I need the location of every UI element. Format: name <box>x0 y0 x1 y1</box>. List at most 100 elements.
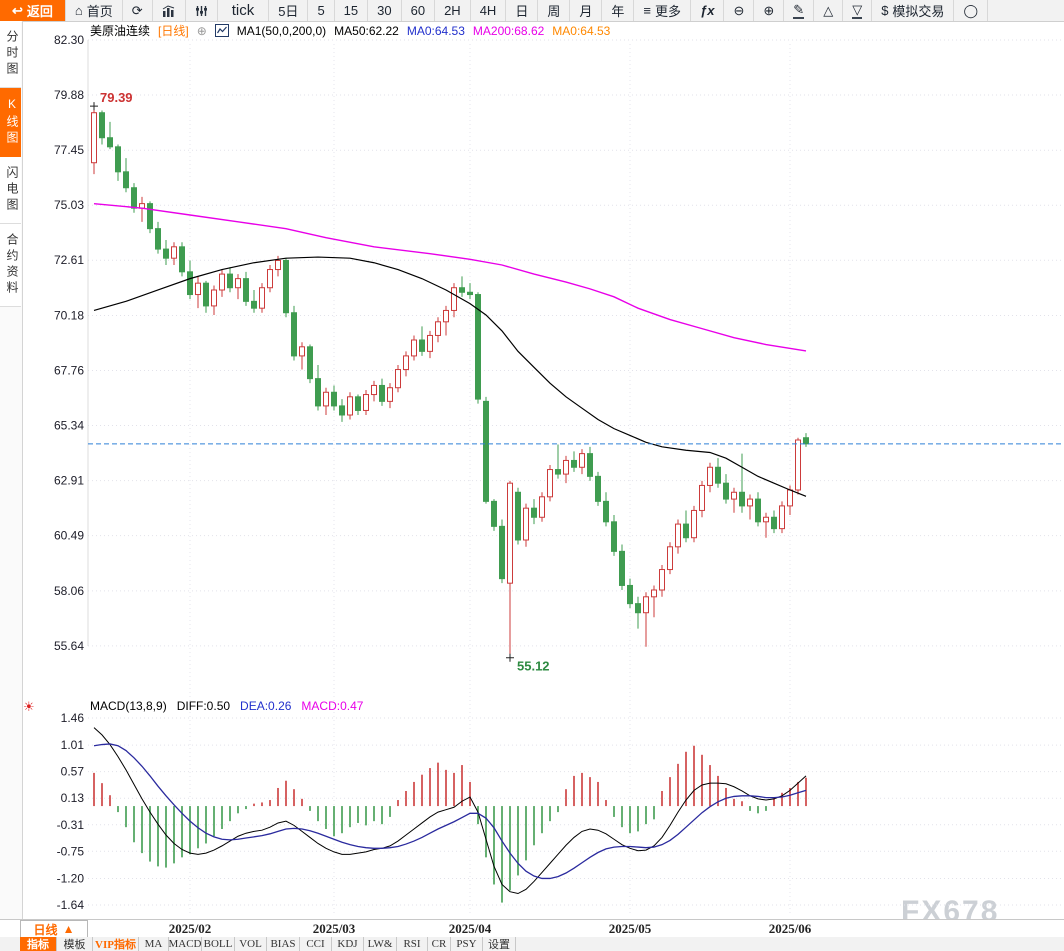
indicator-sliders-button[interactable] <box>186 0 218 21</box>
svg-text:0.13: 0.13 <box>61 791 85 805</box>
line-chart-icon[interactable] <box>214 24 229 37</box>
dollar-icon: $ <box>881 3 889 18</box>
sliders-icon <box>195 5 208 17</box>
more-button[interactable]: ≡ 更多 <box>634 0 691 21</box>
period-month-button-label: 月 <box>579 4 593 19</box>
tab-boll[interactable]: BOLL <box>202 937 235 951</box>
zoom-in-button[interactable]: ⊕ <box>754 0 785 21</box>
circle-icon: ◯ <box>963 3 978 18</box>
tab-contract-info[interactable]: 合约资料 <box>0 224 21 307</box>
period-label[interactable]: [日线] <box>158 24 189 38</box>
svg-text:62.91: 62.91 <box>54 474 84 488</box>
back-button-label: 返回 <box>26 4 53 19</box>
tab-lwr[interactable]: LW& <box>364 937 397 951</box>
fx-button[interactable]: ƒx <box>691 0 725 21</box>
zoom-out-icon: ⊖ <box>733 3 745 18</box>
tab-macd[interactable]: MACD <box>168 937 202 951</box>
triangle-up-small-icon: ▲ <box>62 922 75 936</box>
ma200-value: MA200:68.62 <box>472 23 545 38</box>
tab-bias[interactable]: BIAS <box>267 937 300 951</box>
period-15-button-label: 15 <box>343 3 359 18</box>
zoom-in-icon: ⊕ <box>763 3 775 18</box>
tab-flash-chart[interactable]: 闪电图 <box>0 157 21 224</box>
tab-template[interactable]: 模板 <box>57 937 93 951</box>
month-label: 2025/06 <box>768 921 812 936</box>
svg-text:75.03: 75.03 <box>54 198 84 212</box>
refresh-icon: ⟳ <box>131 3 143 18</box>
period-5-button-label: 5 <box>317 3 325 18</box>
tab-indicator[interactable]: 指标 <box>20 937 57 951</box>
period-4h-button[interactable]: 4H <box>471 0 507 21</box>
home-icon: ⌂ <box>74 3 83 18</box>
chart-type-button[interactable] <box>153 0 186 21</box>
period-year-button-label: 年 <box>611 4 625 19</box>
period-60-button[interactable]: 60 <box>402 0 436 21</box>
home-button[interactable]: ⌂ 首页 <box>66 0 123 21</box>
svg-text:60.49: 60.49 <box>54 529 84 543</box>
period-5d-button[interactable]: 5日 <box>269 0 309 21</box>
period-2h-button[interactable]: 2H <box>435 0 471 21</box>
period-15-button[interactable]: 15 <box>335 0 369 21</box>
tab-vip-indicator[interactable]: VIP指标 <box>93 937 139 951</box>
refresh-button[interactable]: ⟳ <box>123 0 153 21</box>
tri-up-icon: △ <box>823 3 834 18</box>
period-30-button[interactable]: 30 <box>368 0 402 21</box>
tri-down-icon: ▽ <box>852 1 863 19</box>
tab-ma[interactable]: MA <box>139 937 169 951</box>
svg-text:79.88: 79.88 <box>54 88 84 102</box>
svg-text:65.34: 65.34 <box>54 418 84 432</box>
back-button[interactable]: ↩ 返回 <box>0 0 66 21</box>
svg-text:0.57: 0.57 <box>61 765 85 779</box>
period-5-button[interactable]: 5 <box>308 0 335 21</box>
tab-cr[interactable]: CR <box>428 937 451 951</box>
top-toolbar: ↩ 返回 ⌂ 首页 ⟳ tick 5日 5 15 30 60 2H 4H 日周月年 ≡ 更多 ƒx ⊖ ⊕ ✎ △ ▽ $ 模… <box>0 0 1064 22</box>
svg-text:70.18: 70.18 <box>54 308 84 322</box>
sim-trade-button-label: 模拟交易 <box>892 4 945 19</box>
home-button-label: 首页 <box>86 4 113 19</box>
svg-text:55.64: 55.64 <box>54 639 84 653</box>
bars-icon <box>162 4 176 17</box>
svg-text:58.06: 58.06 <box>54 584 84 598</box>
svg-text:72.61: 72.61 <box>54 253 84 267</box>
month-label: 2025/02 <box>168 921 212 936</box>
period-5d-button-label: 5日 <box>278 4 299 19</box>
clipped-edge-button[interactable]: ◯ <box>954 0 988 21</box>
tab-rsi[interactable]: RSI <box>397 937 428 951</box>
sun-hotspot-icon[interactable]: ☀ <box>23 699 35 714</box>
svg-text:-1.64: -1.64 <box>57 898 85 912</box>
sim-trade-button[interactable]: $ 模拟交易 <box>872 0 955 21</box>
tick-button[interactable]: tick <box>218 0 270 21</box>
svg-text:-0.75: -0.75 <box>57 844 85 858</box>
left-sidebar: 分时图 K线图 闪电图 合约资料 <box>0 21 23 951</box>
tick-button-label: tick <box>231 2 255 19</box>
period-year-button[interactable]: 年 <box>602 0 635 21</box>
svg-text:-0.31: -0.31 <box>57 818 85 832</box>
symbol-name: 美原油连续 <box>90 24 151 38</box>
svg-text:82.30: 82.30 <box>54 33 84 47</box>
triangle-up-button[interactable]: △ <box>814 0 844 21</box>
period-month-button[interactable]: 月 <box>570 0 603 21</box>
month-label: 2025/05 <box>608 921 652 936</box>
tab-kdj[interactable]: KDJ <box>332 937 364 951</box>
back-icon: ↩ <box>12 3 23 18</box>
tab-vol[interactable]: VOL <box>235 937 267 951</box>
tab-settings[interactable]: 设置 <box>483 937 516 951</box>
fx-icon: ƒx <box>700 3 715 18</box>
month-label: 2025/03 <box>312 921 356 936</box>
tab-psy[interactable]: PSY <box>451 937 483 951</box>
draw-pen-button[interactable]: ✎ <box>784 0 815 21</box>
period-week-button-label: 周 <box>547 4 561 19</box>
tab-time-chart[interactable]: 分时图 <box>0 21 21 88</box>
period-day-button[interactable]: 日 <box>506 0 539 21</box>
triangle-down-button[interactable]: ▽ <box>843 0 873 21</box>
zoom-out-button[interactable]: ⊖ <box>724 0 755 21</box>
tab-kline-chart[interactable]: K线图 <box>0 88 21 157</box>
period-week-button[interactable]: 周 <box>538 0 571 21</box>
svg-text:67.76: 67.76 <box>54 363 84 377</box>
tab-cci[interactable]: CCI <box>300 937 332 951</box>
add-compare-icon[interactable]: ⊕ <box>196 23 207 38</box>
period-day-button-label: 日 <box>515 4 529 19</box>
macd-value: MACD:0.47 <box>301 699 364 713</box>
more-icon: ≡ <box>643 3 651 18</box>
